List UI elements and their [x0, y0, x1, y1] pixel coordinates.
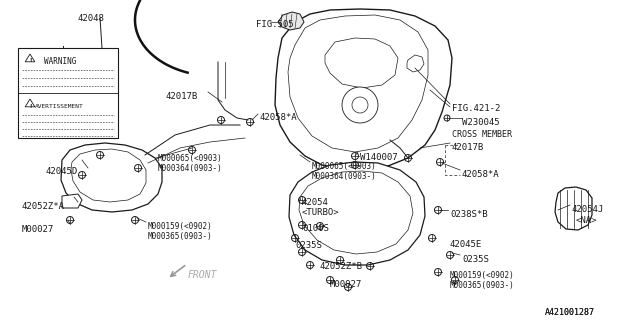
Text: FRONT: FRONT	[188, 270, 218, 280]
Polygon shape	[62, 194, 82, 208]
Text: 0238S*B: 0238S*B	[450, 210, 488, 219]
Text: 42054: 42054	[302, 198, 329, 207]
Text: M000365(0903-): M000365(0903-)	[148, 232, 212, 241]
Polygon shape	[275, 9, 452, 170]
Text: 42017B: 42017B	[452, 143, 484, 152]
Text: <NA>: <NA>	[576, 216, 598, 225]
Text: 42058*A: 42058*A	[259, 113, 296, 122]
Text: M000364(0903-): M000364(0903-)	[158, 164, 223, 173]
Text: M000364(0903-): M000364(0903-)	[312, 172, 377, 181]
Circle shape	[352, 97, 368, 113]
Text: 42058*A: 42058*A	[462, 170, 500, 179]
Text: 42054J: 42054J	[572, 205, 604, 214]
Text: CROSS MEMBER: CROSS MEMBER	[452, 130, 512, 139]
Text: 42045E: 42045E	[450, 240, 483, 249]
Text: 0235S: 0235S	[295, 241, 322, 250]
Text: 42017B: 42017B	[165, 92, 197, 101]
Text: M000159(<0902): M000159(<0902)	[450, 271, 515, 280]
Text: A421001287: A421001287	[545, 308, 595, 317]
Text: !: !	[29, 103, 31, 108]
Polygon shape	[278, 12, 304, 30]
Text: M000159(<0902): M000159(<0902)	[148, 222, 212, 231]
Polygon shape	[407, 55, 424, 72]
Text: M000365(0903-): M000365(0903-)	[450, 281, 515, 290]
Text: M000065(<0903): M000065(<0903)	[158, 154, 223, 163]
Polygon shape	[61, 143, 162, 212]
Text: W140007: W140007	[360, 153, 397, 162]
Polygon shape	[18, 48, 118, 138]
Text: FIG.505: FIG.505	[256, 20, 294, 29]
Polygon shape	[289, 162, 425, 265]
Text: <TURBO>: <TURBO>	[302, 208, 340, 217]
Text: 42052Z*B: 42052Z*B	[320, 262, 363, 271]
Text: 42045D: 42045D	[46, 167, 78, 176]
Text: 0235S: 0235S	[462, 255, 489, 264]
Text: AVERTISSEMENT: AVERTISSEMENT	[35, 103, 84, 108]
Text: M00027: M00027	[22, 225, 54, 234]
Text: 0100S: 0100S	[302, 224, 329, 233]
Text: WARNING: WARNING	[44, 57, 76, 66]
Text: 42048: 42048	[78, 14, 105, 23]
Text: M000065(<0903): M000065(<0903)	[312, 162, 377, 171]
Text: !: !	[29, 59, 31, 63]
Text: W230045: W230045	[462, 118, 500, 127]
Text: A421001287: A421001287	[545, 308, 595, 317]
Text: M00027: M00027	[330, 280, 362, 289]
Polygon shape	[555, 187, 592, 230]
Text: 42052Z*A: 42052Z*A	[22, 202, 65, 211]
Circle shape	[342, 87, 378, 123]
Text: FIG.421-2: FIG.421-2	[452, 104, 500, 113]
